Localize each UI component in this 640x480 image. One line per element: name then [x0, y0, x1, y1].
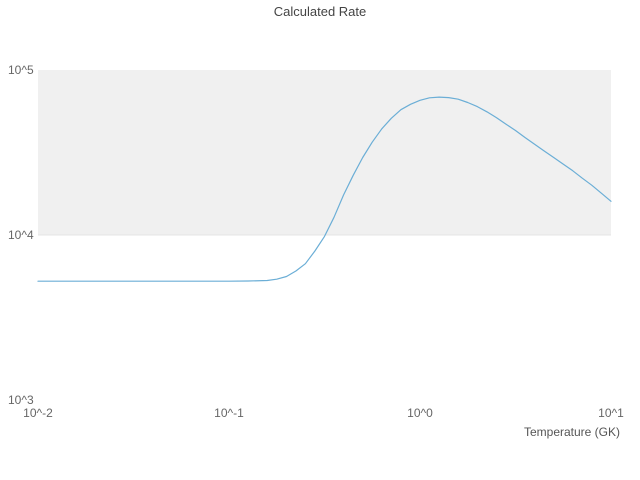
- x-tick-label: 10^0: [407, 406, 433, 420]
- y-tick-label: 10^5: [8, 63, 34, 77]
- x-tick-label: 10^-2: [23, 406, 53, 420]
- y-tick-label: 10^4: [8, 228, 34, 242]
- chart-title: Calculated Rate: [273, 4, 367, 19]
- x-tick-label: 10^1: [598, 406, 624, 420]
- x-axis-label: Temperature (GK): [523, 425, 620, 439]
- shaded-band: [38, 70, 611, 235]
- rate-line-series: [37, 96, 612, 282]
- y-tick-label: 10^3: [8, 393, 34, 407]
- x-tick-label: 10^-1: [214, 406, 244, 420]
